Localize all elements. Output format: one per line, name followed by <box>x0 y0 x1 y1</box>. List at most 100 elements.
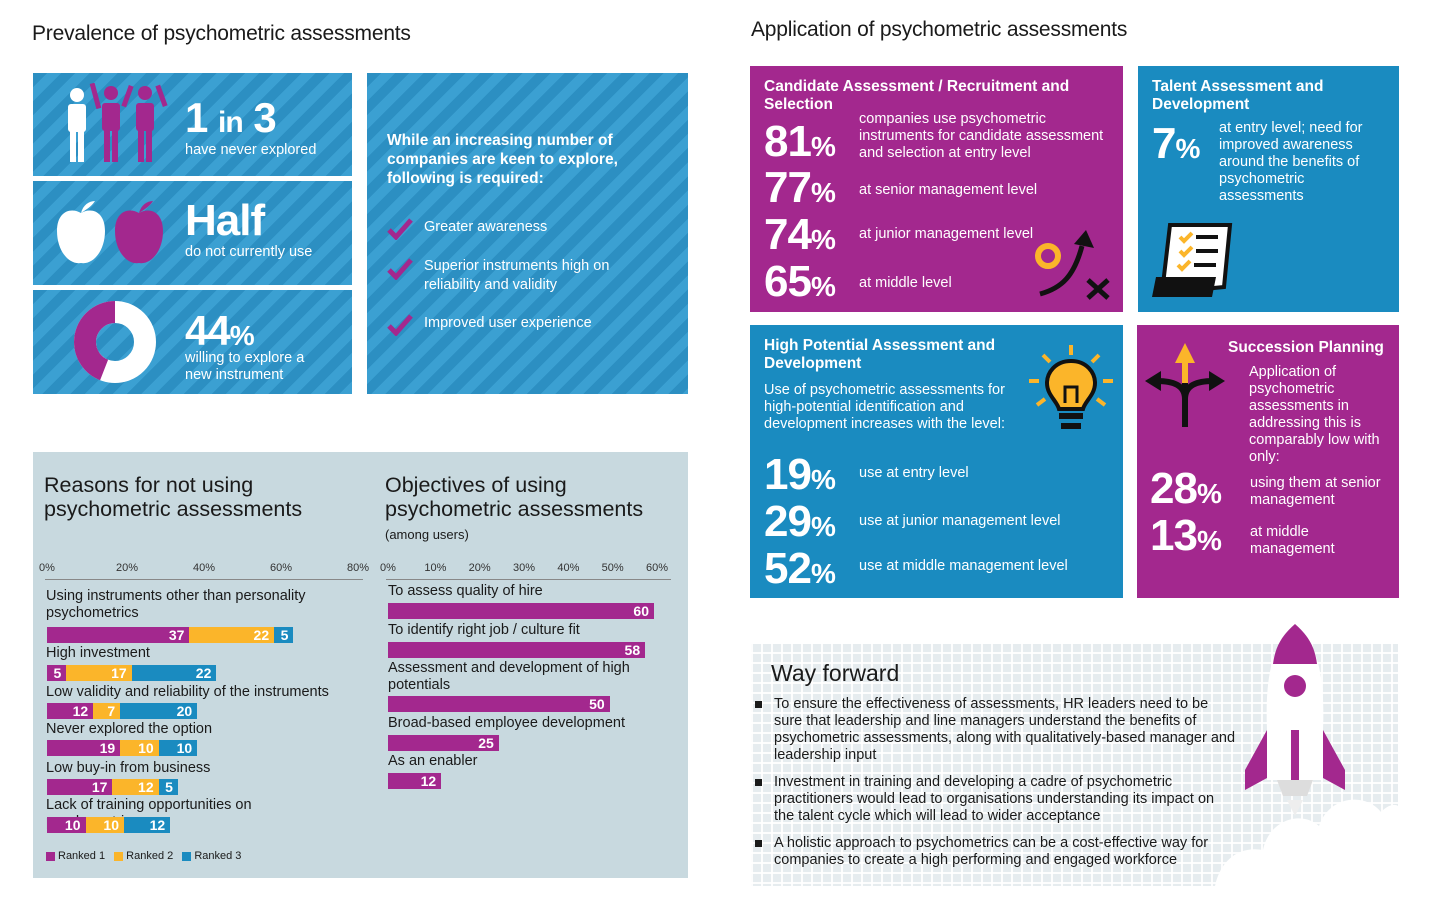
high-potential-pct: 29% <box>764 497 836 546</box>
bar-segment: 17 <box>66 665 132 681</box>
legend-swatch <box>114 851 124 861</box>
way-forward-title: Way forward <box>771 660 900 686</box>
stat-44-label: willing to explore a new instrument <box>185 350 305 383</box>
stat-tile-half: Half do not currently use <box>33 181 352 285</box>
bar-segment: 22 <box>189 627 275 643</box>
bar-segment: 10 <box>47 817 86 833</box>
high-potential-pct: 19% <box>764 450 836 499</box>
axis-tick-label: 0% <box>39 562 55 574</box>
direction-arrows-icon <box>1145 343 1225 427</box>
axis-line <box>45 579 363 580</box>
category-label: Broad-based employee development <box>388 715 625 731</box>
axis-tick-label: 0% <box>380 562 396 574</box>
stat-one-in-three: 1 in 3 <box>185 94 277 141</box>
category-label: As an enabler <box>388 753 478 769</box>
high-potential-intro: Use of psychometric assessments for high… <box>764 382 1005 432</box>
prevalence-title: Prevalence of psychometric assessments <box>32 22 411 45</box>
way-forward-item: To ensure the effectiveness of assessmen… <box>753 696 1235 764</box>
bar-segment: 10 <box>85 817 124 833</box>
category-label: Low buy-in from business <box>46 760 211 776</box>
checklist-icon <box>1152 223 1233 297</box>
application-title: Application of psychometric assessments <box>751 18 1128 41</box>
succession-text: at middle management <box>1250 524 1335 557</box>
required-item-label: Greater awareness <box>424 219 548 235</box>
stat-tile-44: 44% willing to explore a new instrument <box>33 290 352 394</box>
talent-text: at entry level; need for improved awaren… <box>1219 120 1363 204</box>
high-potential-text: use at junior management level <box>859 513 1061 529</box>
stat-44-value: 44% <box>185 307 255 354</box>
succession-pct: 13% <box>1150 511 1222 560</box>
candidate-pct: 77% <box>764 163 836 212</box>
bar-segment: 19 <box>47 740 121 756</box>
category-label: Never explored the option <box>46 721 213 737</box>
bar-segment: 10 <box>158 740 198 756</box>
required-item-label: Superior instruments high on reliability… <box>424 258 610 293</box>
bar-segment: 5 <box>47 665 67 681</box>
bar-segment: 17 <box>47 779 113 795</box>
stat-half-value: Half <box>185 196 265 245</box>
candidate-title: Candidate Assessment / Recruitment and S… <box>764 78 1070 113</box>
talent-title: Talent Assessment and Development <box>1152 78 1324 113</box>
way-forward-item: Investment in training and developing a … <box>753 774 1235 825</box>
category-label: To identify right job / culture fit <box>388 622 580 638</box>
donut-arc <box>74 301 156 383</box>
bar: 12 <box>388 773 442 789</box>
reasons-legend: Ranked 1 Ranked 2 Ranked 3 <box>46 850 241 862</box>
bar: 25 <box>388 735 499 751</box>
category-label: High investment <box>46 645 150 661</box>
checkmark-icon <box>387 314 413 336</box>
talent-pct: 7% <box>1152 119 1200 168</box>
category-label: Low validity and reliability of the inst… <box>46 684 329 700</box>
bar-segment: 12 <box>124 817 171 833</box>
required-item: Greater awareness <box>387 216 677 254</box>
axis-tick-label: 10% <box>424 562 447 574</box>
legend-item: Ranked 2 <box>114 850 173 862</box>
stat-one-in-three-label: have never explored <box>185 142 317 158</box>
axis-tick-label: 60% <box>270 562 293 574</box>
legend-swatch <box>182 851 192 861</box>
axis-tick-label: 40% <box>557 562 580 574</box>
succession-title: Succession Planning <box>1228 339 1384 356</box>
legend-swatch <box>46 851 55 861</box>
required-heading: While an increasing number of companies … <box>387 132 618 187</box>
apples-icon <box>57 201 163 264</box>
objectives-chart-subtitle: (among users) <box>385 527 469 542</box>
succession-text: using them at senior management <box>1250 475 1381 508</box>
lightbulb-icon <box>1029 345 1113 429</box>
bar-segment: 22 <box>131 665 217 681</box>
stat-tile-one-in-three: 1 in 3 have never explored <box>33 73 352 176</box>
required-box: While an increasing number of companies … <box>367 73 688 394</box>
category-label: Assessment and development of high poten… <box>388 660 630 693</box>
bar-segment: 37 <box>47 627 190 643</box>
axis-tick-label: 40% <box>193 562 216 574</box>
bar-segment: 10 <box>120 740 159 756</box>
bar: 60 <box>388 603 654 619</box>
axis-tick-label: 60% <box>646 562 669 574</box>
objectives-chart: 0% 10% 20% 30% 40% 50% 60% To assess quality of… <box>0 0 671 789</box>
high-potential-title: High Potential Assessment and Developmen… <box>764 337 996 372</box>
stat-half-label: do not currently use <box>185 244 313 260</box>
candidate-text: companies use psychometric instruments f… <box>859 111 1104 161</box>
required-item: Superior instruments high on reliability… <box>387 254 677 312</box>
reasons-chart-title: Reasons for not using psychometric asses… <box>44 473 303 521</box>
axis-tick-label: 20% <box>468 562 491 574</box>
donut-chart <box>74 301 156 383</box>
required-list: Greater awareness Superior instruments h… <box>387 216 677 342</box>
high-potential-box: High Potential Assessment and Developmen… <box>750 325 1123 598</box>
bar-segment: 5 <box>158 779 178 795</box>
high-potential-text: use at middle management level <box>859 558 1068 574</box>
category-label: To assess quality of hire <box>388 583 543 599</box>
candidate-pct: 81% <box>764 117 836 166</box>
high-potential-text: use at entry level <box>859 465 969 481</box>
required-item: Improved user experience <box>387 312 677 342</box>
strategy-icon <box>1035 230 1110 300</box>
candidate-text: at junior management level <box>859 226 1034 242</box>
candidate-text: at senior management level <box>859 182 1038 198</box>
checkmark-icon <box>387 258 413 280</box>
category-label: Using instruments other than personality… <box>46 588 306 621</box>
bar-segment: 12 <box>47 703 94 719</box>
rocket-icon <box>1215 624 1398 886</box>
candidate-box: Candidate Assessment / Recruitment and S… <box>750 66 1123 312</box>
legend-item: Ranked 3 <box>182 850 241 862</box>
bar-segment: 12 <box>112 779 159 795</box>
